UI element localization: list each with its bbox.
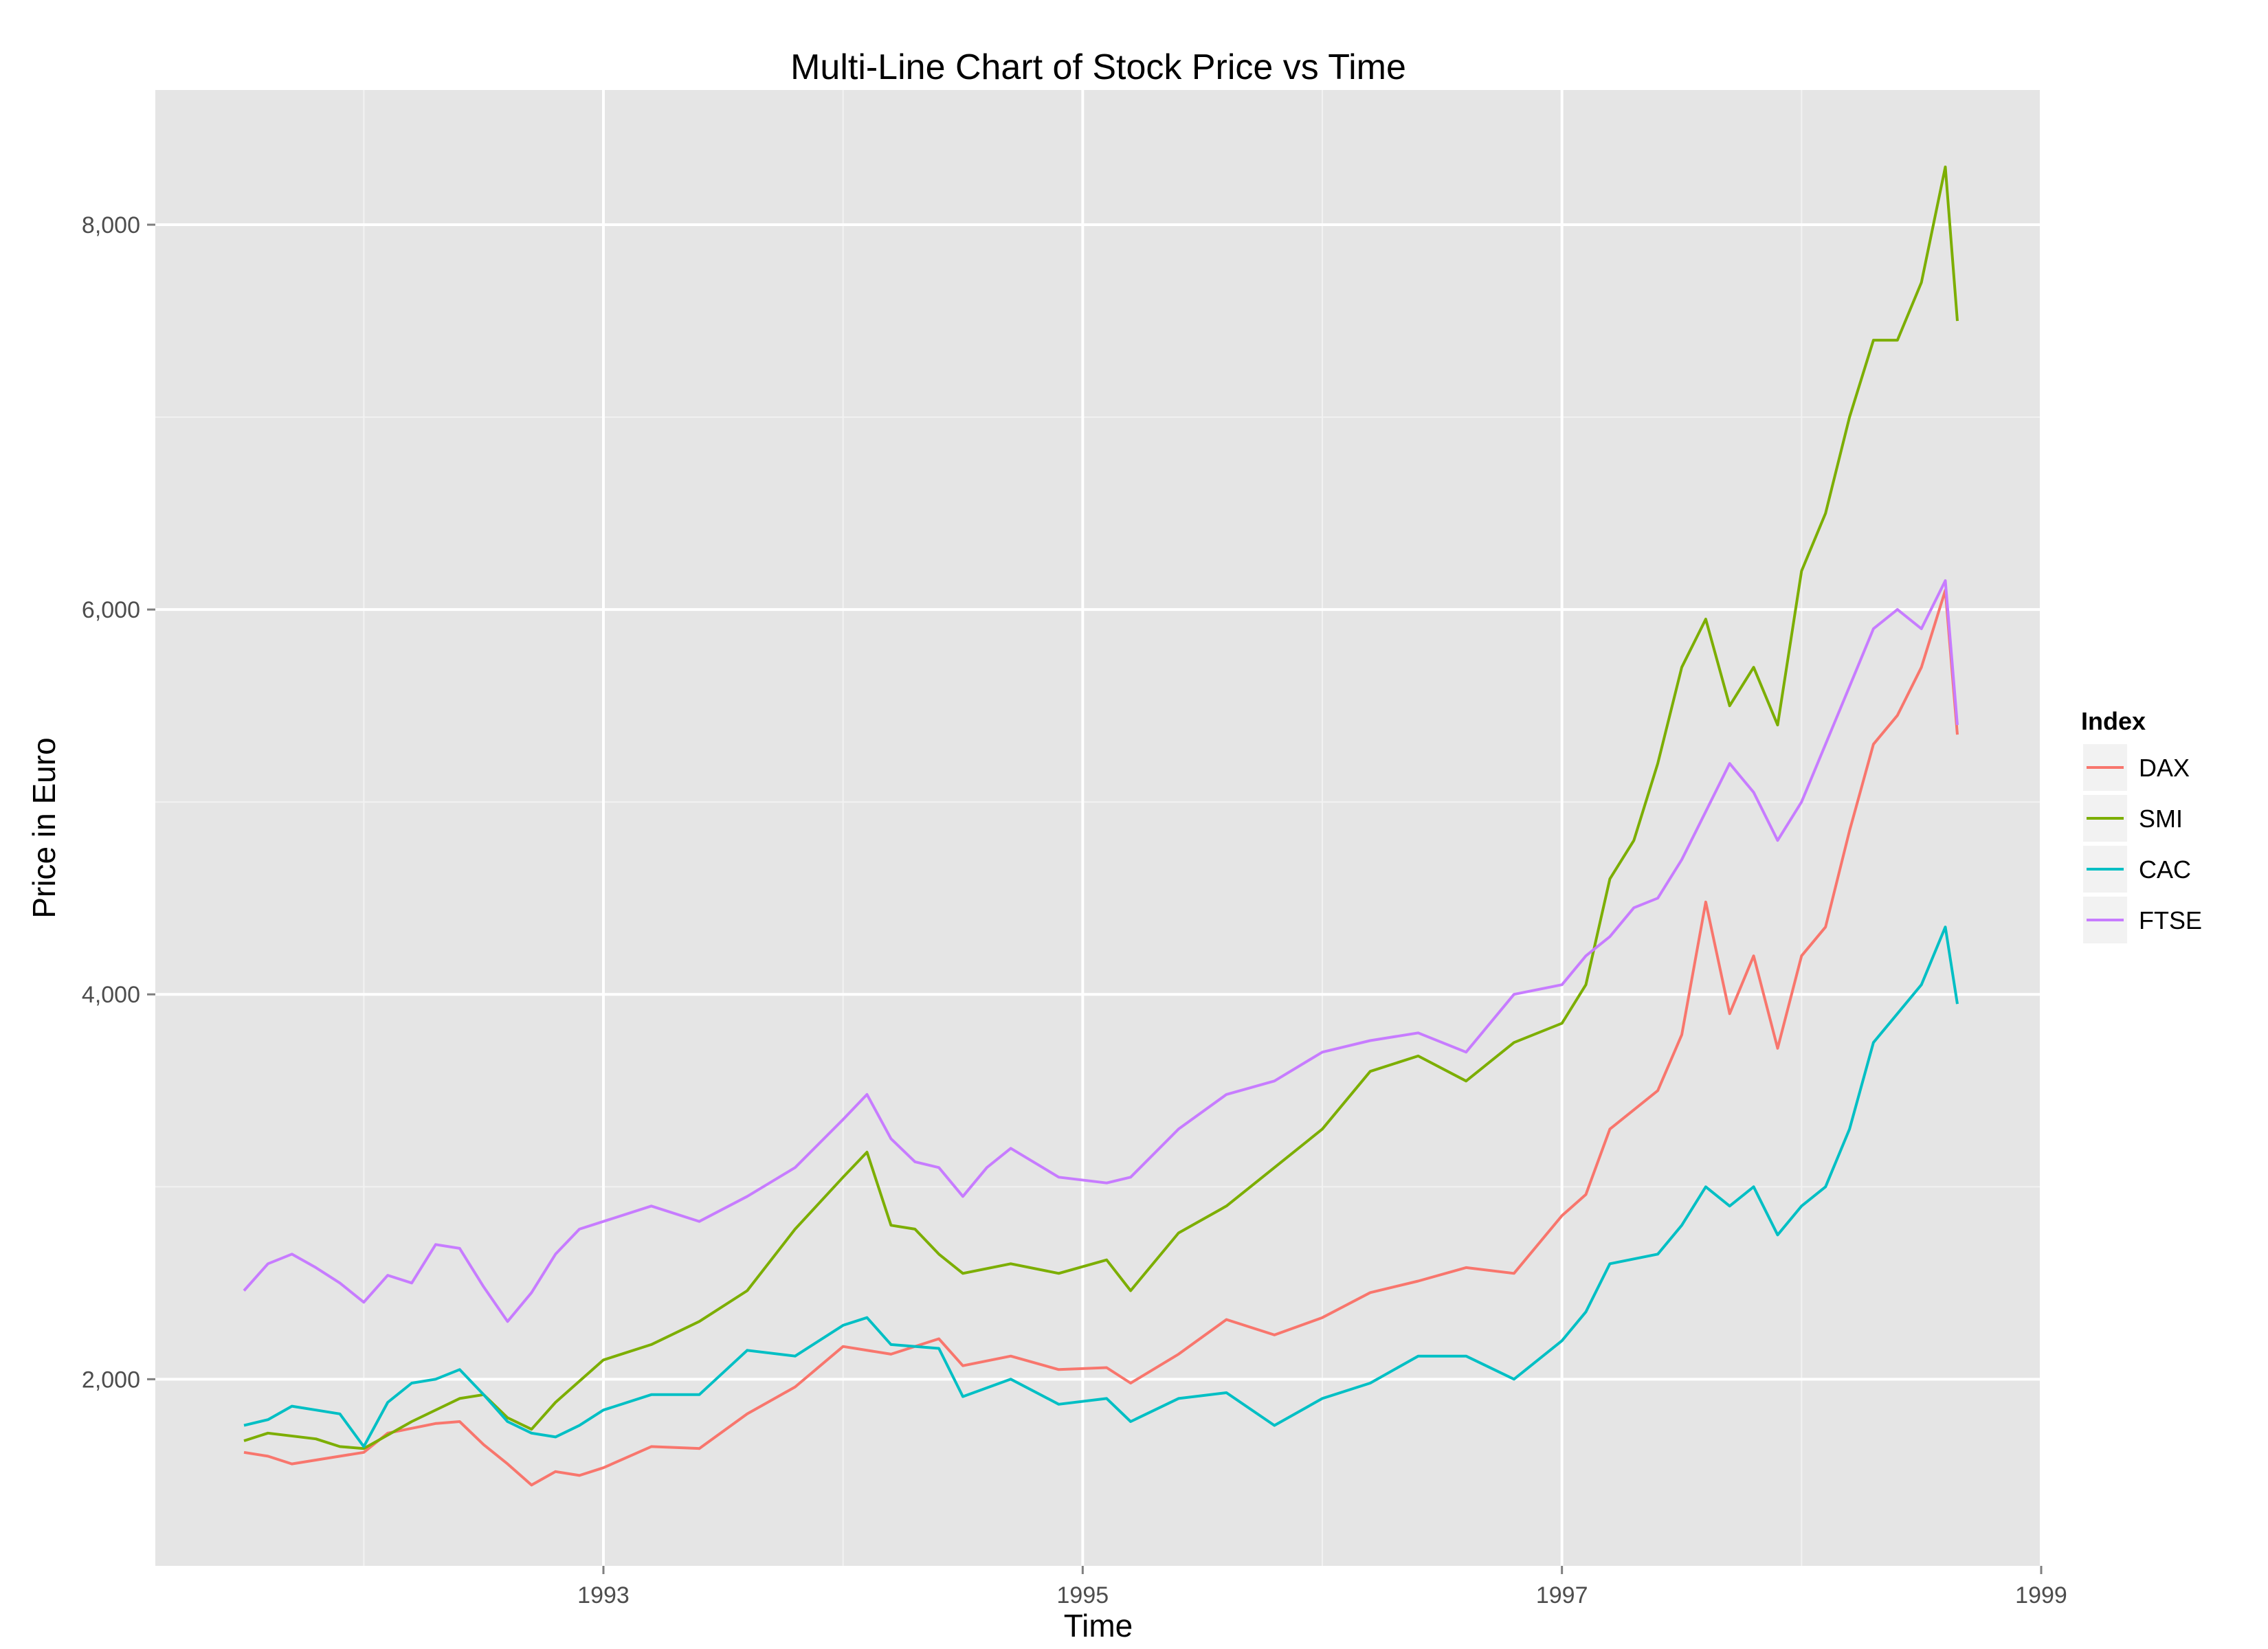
legend-label-ftse: FTSE [2139, 906, 2202, 934]
y-tick-label: 8,000 [82, 212, 140, 238]
x-tick-label: 1995 [1057, 1582, 1109, 1608]
major-gridlines [155, 90, 2043, 1566]
series-line-dax [243, 589, 1959, 1487]
y-axis-title: Price in Euro [26, 737, 62, 918]
x-axis: 1993 1995 1997 1999 [577, 1566, 2067, 1608]
y-tick-label: 6,000 [82, 597, 140, 623]
legend-label-dax: DAX [2139, 754, 2190, 782]
series-line-ftse [243, 579, 1959, 1323]
plot-panel [155, 90, 2041, 1566]
series-lines [243, 166, 1959, 1487]
x-tick-label: 1999 [2015, 1582, 2067, 1608]
y-tick-label: 2,000 [82, 1367, 140, 1393]
legend-label-smi: SMI [2139, 805, 2183, 833]
series-line-smi [243, 166, 1959, 1450]
legend: Index DAX SMI CAC FTSE [2081, 707, 2202, 945]
chart-title: Multi-Line Chart of Stock Price vs Time [790, 47, 1406, 87]
legend-title: Index [2081, 707, 2146, 735]
series-line-cac [243, 926, 1959, 1448]
y-axis: 2,000 4,000 6,000 8,000 [82, 212, 155, 1393]
minor-gridlines [155, 90, 2041, 1566]
y-tick-label: 4,000 [82, 982, 140, 1008]
legend-label-cac: CAC [2139, 855, 2191, 884]
x-tick-label: 1993 [577, 1582, 630, 1608]
x-axis-title: Time [1064, 1608, 1133, 1644]
x-tick-label: 1997 [1536, 1582, 1588, 1608]
